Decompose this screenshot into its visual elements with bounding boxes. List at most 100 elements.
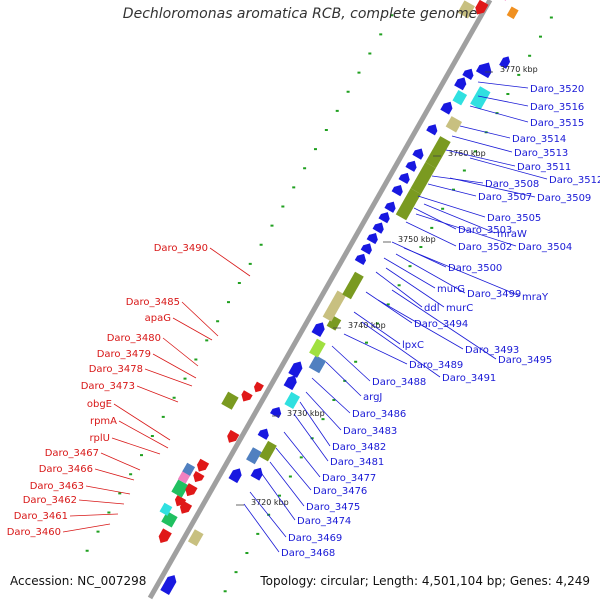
leader-line [62, 523, 111, 533]
gc-dot [441, 207, 445, 210]
gc-dot [226, 301, 230, 304]
gene-label: Daro_3493 [465, 345, 519, 356]
gene-arrow [475, 0, 489, 15]
leader-line [385, 267, 445, 308]
gene-arrow [405, 160, 417, 172]
leader-line [172, 317, 213, 341]
leader-line [69, 513, 119, 517]
gene-label: Daro_3468 [281, 548, 335, 559]
gc-dot [270, 224, 274, 227]
gene-label: Daro_3499 [467, 289, 521, 300]
gene-arrow [360, 243, 372, 255]
gc-dot [278, 494, 282, 497]
gene-block [326, 315, 342, 331]
leader-line [311, 377, 351, 414]
leader-line [283, 431, 321, 478]
gc-dot [237, 282, 241, 285]
leader-line [469, 157, 548, 180]
gene-block [221, 391, 239, 410]
gc-dot [234, 571, 238, 574]
gene-arrow [499, 56, 511, 69]
gene-label: ddl [424, 303, 439, 314]
genome-summary: Topology: circular; Length: 4,501,104 bp… [260, 574, 590, 588]
gene-label: apaG [145, 313, 171, 324]
gene-block [284, 391, 301, 410]
gc-dot [194, 358, 198, 361]
gene-label: Daro_3461 [14, 511, 68, 522]
leader-line [113, 403, 171, 441]
gc-dot [107, 511, 111, 514]
gc-dot [183, 377, 187, 380]
gene-arrow [250, 467, 263, 481]
gene-block [452, 90, 468, 106]
gene-arrow [158, 528, 172, 544]
gene-label: Daro_3460 [7, 527, 61, 538]
gene-label: murC [446, 303, 473, 314]
gc-dot [245, 552, 249, 555]
gene-arrow [462, 68, 474, 80]
gene-label: mraW [497, 229, 527, 240]
gene-label: Daro_3520 [530, 84, 584, 95]
gene-label: Daro_3467 [45, 448, 99, 459]
gene-label: mraY [522, 292, 549, 303]
gene-arrow [228, 468, 242, 484]
leader-line [413, 207, 457, 230]
gene-arrow [160, 575, 177, 595]
gene-label: Daro_3509 [537, 193, 591, 204]
gene-block [506, 6, 519, 20]
gene-label: Daro_3482 [332, 442, 386, 453]
leader-line [477, 95, 529, 107]
gene-block [322, 290, 347, 322]
gene-block [308, 355, 327, 374]
gene-labels: Daro_3520 Daro_3516 Daro_3515 Daro_3514 Daro… [7, 84, 600, 559]
gene-label: Daro_3505 [487, 213, 541, 224]
leader-line [118, 420, 169, 449]
gc-dot [368, 52, 372, 55]
gene-arrow [241, 390, 253, 402]
gene-block [445, 116, 463, 133]
gene-block [470, 86, 491, 110]
kbp-tick-label: 3730 kbp [287, 409, 325, 418]
leader-line [249, 491, 287, 538]
gene-label: Daro_3514 [512, 134, 566, 145]
gene-label: Daro_3474 [297, 516, 351, 527]
leader-line [365, 291, 413, 324]
gene-label: Daro_3476 [313, 486, 367, 497]
gene-block [395, 188, 422, 221]
gene-label: Daro_3463 [30, 481, 84, 492]
gene-label: Daro_3469 [288, 533, 342, 544]
gene-block [171, 479, 189, 498]
gc-dot [354, 360, 358, 363]
map-title: Dechloromonas aromatica RCB, complete ge… [122, 6, 478, 22]
gc-dot [223, 590, 227, 593]
gene-label: Daro_3507 [478, 192, 532, 203]
gc-dot [299, 456, 303, 459]
gene-block [161, 511, 178, 528]
gene-label: Daro_3500 [448, 263, 502, 274]
gc-dot [281, 205, 285, 208]
gc-dot [451, 188, 455, 191]
leader-line [305, 391, 342, 431]
gc-dot [96, 530, 100, 533]
gc-dot [256, 532, 260, 535]
gc-dot [161, 415, 165, 418]
gc-dot [517, 73, 521, 76]
gene-arrow [270, 406, 282, 419]
leader-line [469, 105, 529, 123]
gc-dot [343, 379, 347, 382]
leader-line [144, 368, 193, 387]
leader-line [85, 485, 131, 495]
gene-arrow [426, 124, 438, 136]
gene-label: argJ [363, 392, 382, 403]
gene-arrow [454, 77, 467, 91]
gc-dot [528, 54, 532, 57]
gene-block [410, 162, 436, 195]
leader-line [100, 452, 141, 471]
gc-dot [288, 475, 292, 478]
gc-dot [216, 320, 220, 323]
gc-dot [292, 186, 296, 189]
gene-arrow [283, 375, 297, 391]
leader-line [423, 203, 496, 234]
leader-line [375, 271, 423, 308]
gene-arrow [196, 458, 210, 472]
